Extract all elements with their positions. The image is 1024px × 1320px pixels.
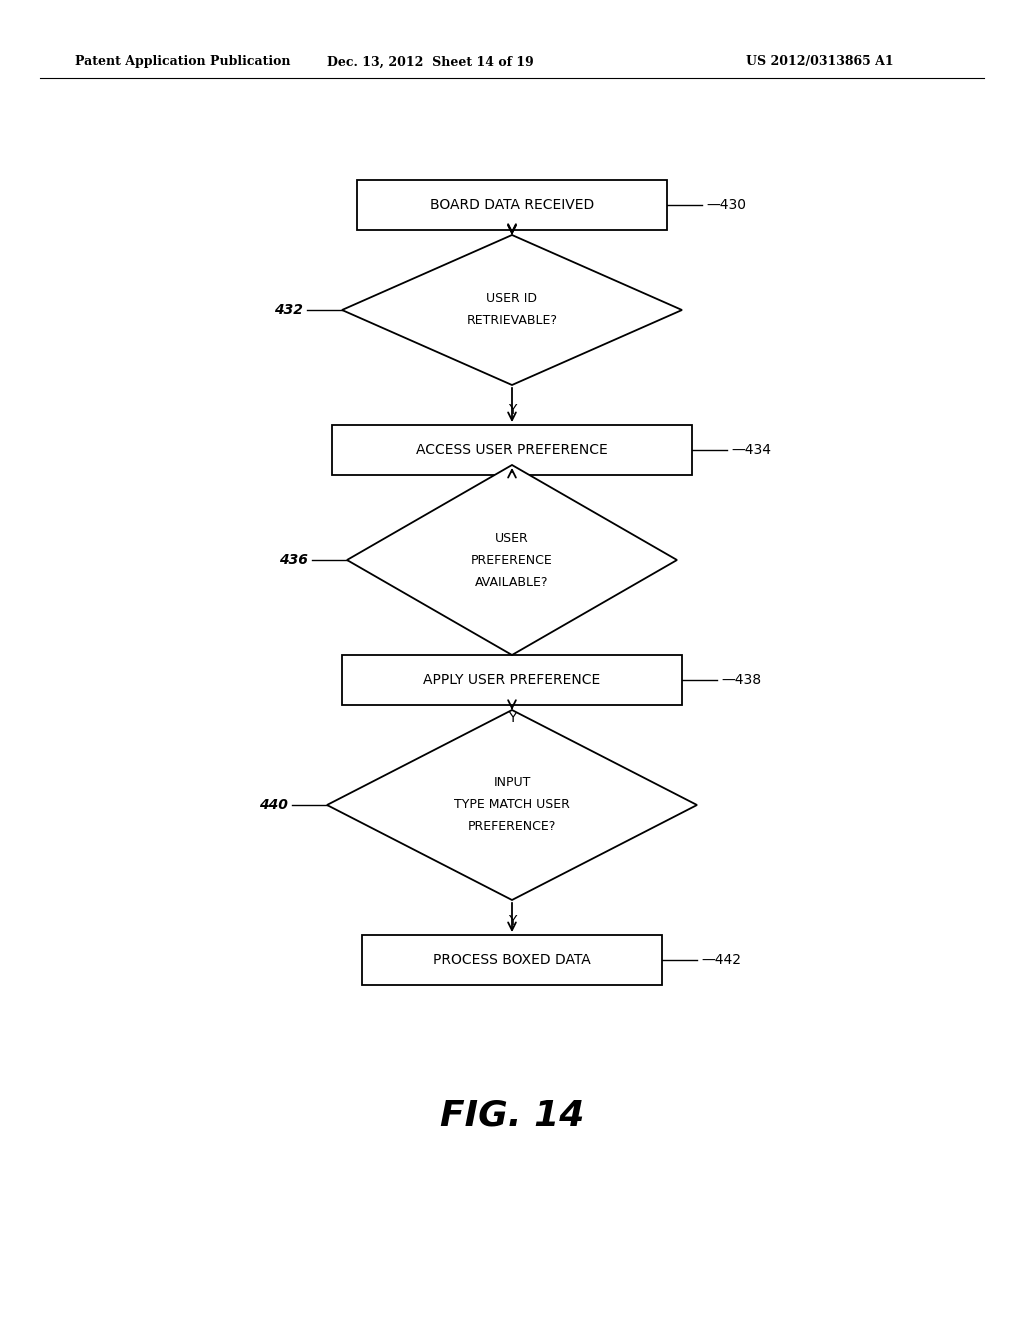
Text: Y: Y	[508, 711, 516, 725]
FancyBboxPatch shape	[332, 425, 692, 475]
Text: 440: 440	[259, 799, 288, 812]
Polygon shape	[347, 465, 677, 655]
Polygon shape	[327, 710, 697, 900]
Text: Patent Application Publication: Patent Application Publication	[75, 55, 291, 69]
Text: —442: —442	[701, 953, 741, 968]
Text: USER ID: USER ID	[486, 293, 538, 305]
Text: —430: —430	[706, 198, 746, 213]
Text: BOARD DATA RECEIVED: BOARD DATA RECEIVED	[430, 198, 594, 213]
Text: Dec. 13, 2012  Sheet 14 of 19: Dec. 13, 2012 Sheet 14 of 19	[327, 55, 534, 69]
Text: APPLY USER PREFERENCE: APPLY USER PREFERENCE	[423, 673, 601, 686]
Text: INPUT: INPUT	[494, 776, 530, 789]
Text: —434: —434	[731, 444, 771, 457]
Text: USER: USER	[496, 532, 528, 544]
FancyBboxPatch shape	[342, 655, 682, 705]
Text: ACCESS USER PREFERENCE: ACCESS USER PREFERENCE	[416, 444, 608, 457]
Text: AVAILABLE?: AVAILABLE?	[475, 576, 549, 589]
Text: TYPE MATCH USER: TYPE MATCH USER	[454, 799, 570, 812]
Text: US 2012/0313865 A1: US 2012/0313865 A1	[746, 55, 894, 69]
Text: Y: Y	[508, 913, 516, 928]
FancyBboxPatch shape	[357, 180, 667, 230]
Text: FIG. 14: FIG. 14	[440, 1098, 584, 1133]
Text: —438: —438	[721, 673, 761, 686]
Text: PREFERENCE: PREFERENCE	[471, 553, 553, 566]
Text: PROCESS BOXED DATA: PROCESS BOXED DATA	[433, 953, 591, 968]
FancyBboxPatch shape	[362, 935, 662, 985]
Polygon shape	[342, 235, 682, 385]
Text: RETRIEVABLE?: RETRIEVABLE?	[467, 314, 557, 327]
Text: 436: 436	[280, 553, 308, 568]
Text: Y: Y	[508, 403, 516, 417]
Text: PREFERENCE?: PREFERENCE?	[468, 821, 556, 833]
Text: 432: 432	[274, 304, 303, 317]
